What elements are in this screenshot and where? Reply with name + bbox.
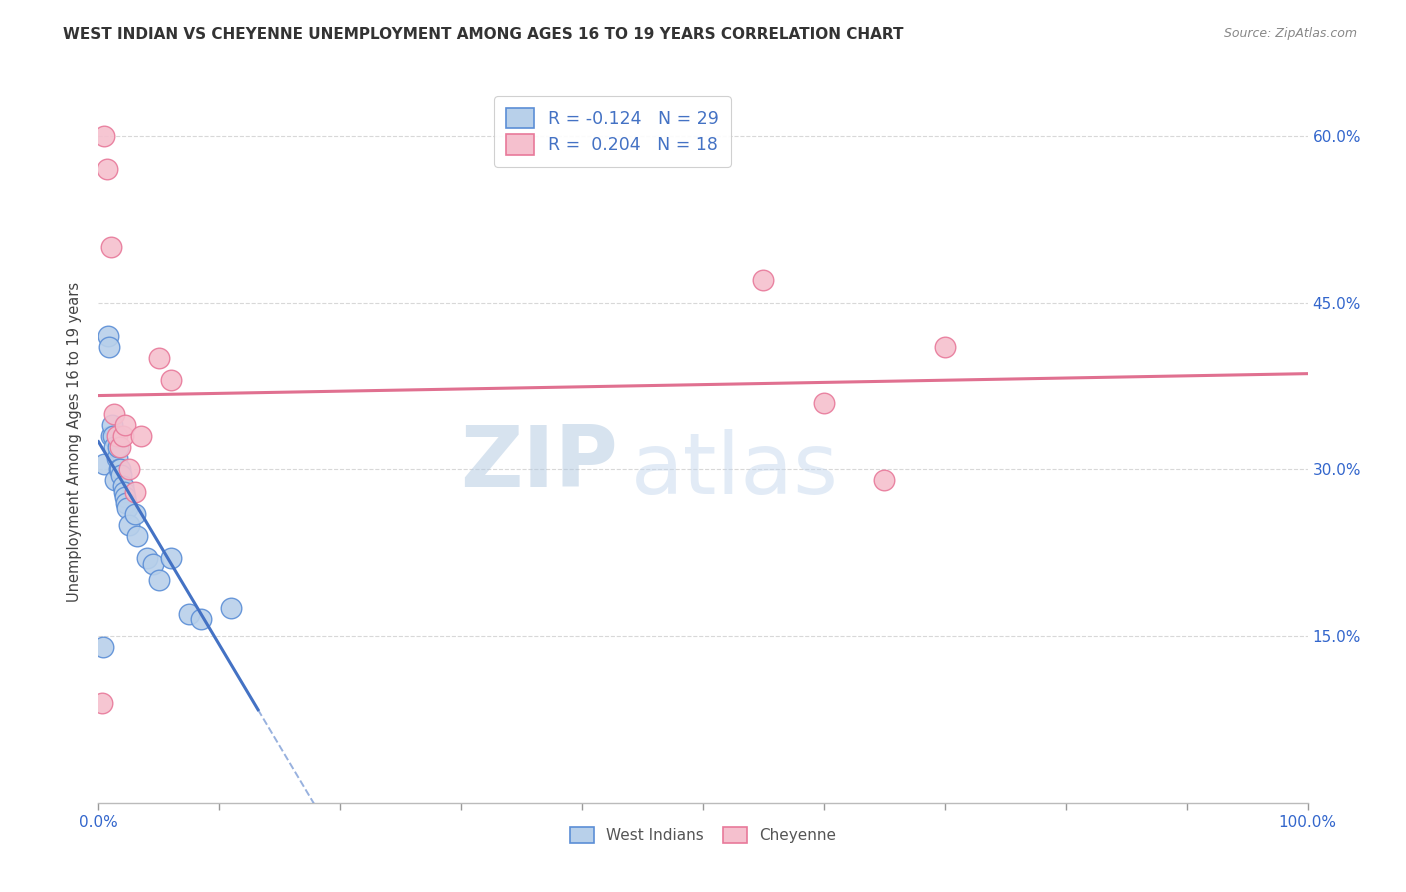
Point bbox=[148, 351, 170, 366]
Point bbox=[148, 574, 170, 588]
Text: Source: ZipAtlas.com: Source: ZipAtlas.com bbox=[1223, 27, 1357, 40]
Point bbox=[111, 479, 134, 493]
Point bbox=[110, 467, 132, 482]
Point bbox=[98, 340, 121, 354]
Text: atlas: atlas bbox=[630, 429, 838, 512]
Point bbox=[129, 429, 152, 443]
Legend: West Indians, Cheyenne: West Indians, Cheyenne bbox=[564, 821, 842, 849]
Point bbox=[100, 417, 122, 432]
Point bbox=[873, 474, 896, 488]
Point bbox=[179, 607, 201, 621]
Point bbox=[103, 440, 125, 454]
Point bbox=[142, 557, 165, 571]
Point bbox=[105, 429, 128, 443]
Point bbox=[91, 696, 114, 710]
Point bbox=[934, 340, 956, 354]
Point bbox=[96, 162, 118, 177]
Point bbox=[117, 501, 139, 516]
Y-axis label: Unemployment Among Ages 16 to 19 years: Unemployment Among Ages 16 to 19 years bbox=[67, 282, 83, 601]
Point bbox=[91, 640, 114, 655]
Point bbox=[752, 273, 775, 287]
Point bbox=[114, 490, 136, 504]
Text: WEST INDIAN VS CHEYENNE UNEMPLOYMENT AMONG AGES 16 TO 19 YEARS CORRELATION CHART: WEST INDIAN VS CHEYENNE UNEMPLOYMENT AMO… bbox=[63, 27, 904, 42]
Point bbox=[108, 462, 131, 476]
Point bbox=[108, 462, 131, 476]
Text: ZIP: ZIP bbox=[461, 422, 619, 505]
Point bbox=[118, 462, 141, 476]
Point bbox=[114, 417, 136, 432]
Point bbox=[103, 407, 125, 421]
Point bbox=[97, 329, 120, 343]
Point bbox=[813, 395, 835, 409]
Point bbox=[190, 612, 212, 626]
Point bbox=[160, 551, 183, 566]
Point bbox=[93, 457, 115, 471]
Point bbox=[101, 429, 124, 443]
Point bbox=[124, 507, 146, 521]
Point bbox=[111, 429, 134, 443]
Point bbox=[124, 484, 146, 499]
Point bbox=[160, 373, 183, 387]
Point bbox=[118, 517, 141, 532]
Point bbox=[127, 529, 149, 543]
Point bbox=[105, 451, 128, 466]
Point bbox=[100, 240, 122, 254]
Point bbox=[93, 128, 115, 143]
Point bbox=[135, 551, 157, 566]
Point bbox=[107, 440, 129, 454]
Point bbox=[112, 484, 135, 499]
Point bbox=[100, 429, 122, 443]
Point bbox=[115, 496, 138, 510]
Point bbox=[108, 440, 131, 454]
Point bbox=[104, 474, 127, 488]
Point bbox=[221, 601, 243, 615]
